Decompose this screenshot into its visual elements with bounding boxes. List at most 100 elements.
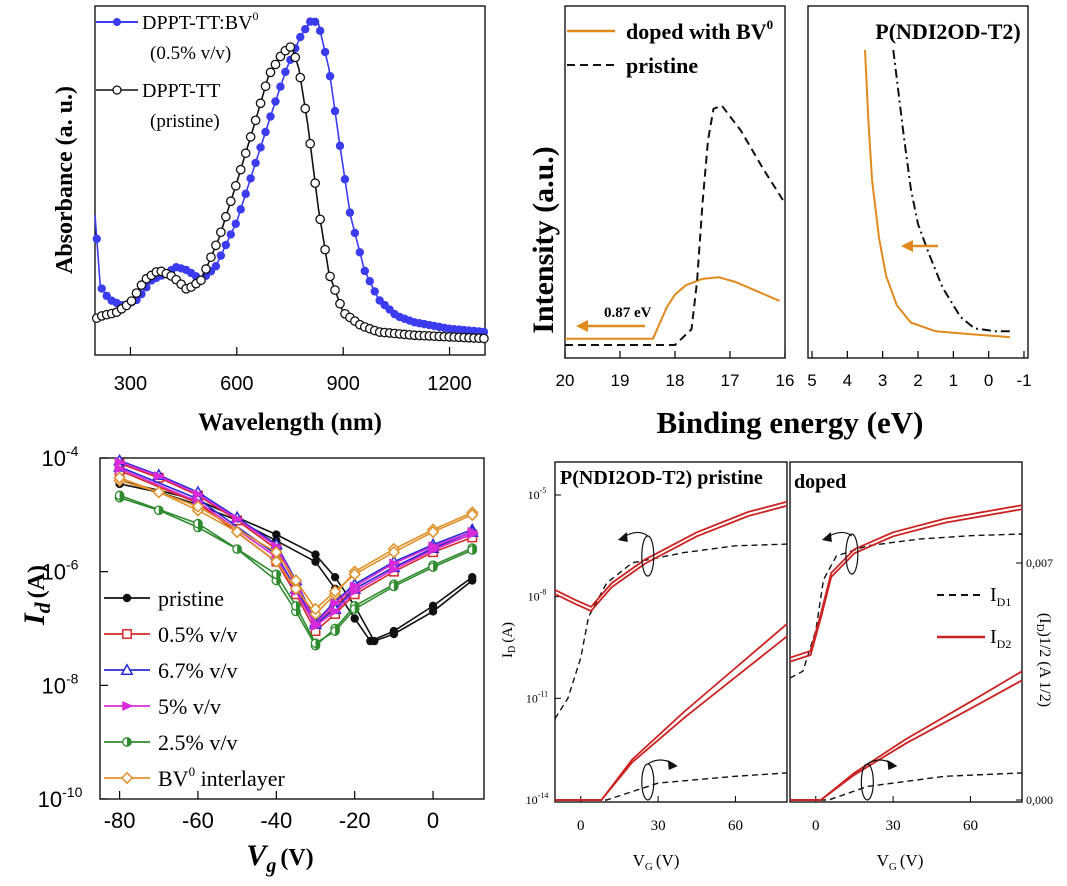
- x-tick-label-1-0: 0: [812, 818, 820, 834]
- id2-sqrt-0: [555, 623, 788, 801]
- series-1-marker: [230, 180, 241, 191]
- series-3-bpoint-5: [310, 621, 322, 632]
- series-absorbance: [91, 17, 489, 344]
- plot-frame-ups-valence: [807, 5, 1029, 359]
- legend-marker-0: [122, 593, 132, 603]
- series-0-marker: [365, 277, 374, 286]
- series-0-marker: [320, 47, 330, 57]
- y-tick-label-1: 10-6: [42, 557, 79, 585]
- series-0-marker: [246, 174, 255, 183]
- series-1-marker: [310, 178, 321, 188]
- y-left-tick-label-2: 10-11: [526, 689, 548, 705]
- series-back-0: [119, 479, 473, 643]
- axis-indicator-arrowhead-top-1: [821, 532, 832, 542]
- series-0-marker: [479, 327, 489, 337]
- series-0-bpoint-7: [272, 530, 281, 539]
- legend-marker-2: [120, 663, 134, 675]
- series-1-marker: [196, 275, 206, 286]
- id2-sqrt-1: [790, 670, 1023, 801]
- series-3-bpoint-3: [349, 586, 362, 597]
- x-tick-label-0-1: 30: [651, 818, 666, 834]
- series-0-marker: [310, 17, 320, 26]
- legend-marker-pristine: [112, 85, 122, 95]
- id2-log-back-0: [554, 504, 788, 612]
- series-4-bpoint-5-fill: [315, 639, 320, 648]
- series-3-bpoint-9: [114, 463, 127, 474]
- series-0-marker: [226, 230, 235, 239]
- series-3-point-7: [330, 598, 342, 609]
- series-5-bpoint-8: [191, 500, 205, 513]
- series-1-marker: [330, 285, 340, 295]
- series-1-marker: [295, 72, 306, 83]
- legend-marker-3: [122, 701, 134, 711]
- legend-label-4: 2.5% v/v: [158, 730, 237, 755]
- x-tick-label-0-2: 60: [728, 818, 743, 834]
- y-tick-label-2: 10-8: [42, 670, 79, 698]
- axis-indicator-ellipse-top-1: [845, 533, 859, 575]
- series-0-marker: [345, 208, 355, 217]
- x-tick-label-3: 17: [721, 371, 740, 390]
- series-fwd-3: [119, 461, 473, 626]
- series-0-marker: [241, 189, 250, 199]
- series-1-marker: [131, 288, 142, 298]
- panel-ntype-transfer: 10-5 10-8 10-11 10-14 0,007 0,000 0 30 60 0 30 60 P…: [500, 461, 1053, 873]
- legend-transfer: pristine 0.5% v/v 6.7% v/v 5% v/v 2.5% v/v BV…: [104, 586, 286, 791]
- legend-marker-1: [122, 629, 132, 639]
- id1-log-1: [789, 533, 1023, 679]
- id2-log-back-1: [789, 508, 1023, 663]
- x-tick-label-3: 1200: [427, 373, 472, 395]
- series-transfer: [113, 453, 479, 651]
- legend-label-pristine: DPPT-TT: [142, 80, 220, 102]
- x-ticks-ups-valence: 5 4 3 2 1 0 -1: [807, 351, 1032, 390]
- y-left-tick-label-3: 10-14: [526, 791, 549, 807]
- y-right-tick-label-0: 0,007: [1026, 556, 1053, 570]
- series-0-marker: [350, 228, 360, 238]
- series-0-marker: [251, 158, 260, 168]
- series-1-marker: [260, 81, 271, 92]
- series-0-marker: [281, 67, 290, 77]
- legend-label-id2: ID2: [990, 626, 1011, 651]
- id1-sqrt-0: [555, 772, 788, 801]
- series-1-marker: [479, 333, 489, 344]
- series-1-marker: [245, 132, 256, 142]
- series-0-bpoint-6: [311, 550, 320, 559]
- series-4-point-1-fill: [158, 506, 163, 515]
- series-line-1: [565, 104, 786, 346]
- plot-frame-pristine: [554, 461, 788, 803]
- axis-ticks-ntype: 10-5 10-8 10-11 10-14 0,007 0,000 0 30 60 0 30 60: [526, 486, 1053, 834]
- legend-label-doped-line2: (0.5% v/v): [150, 43, 231, 64]
- x-tick-label-2: 18: [666, 371, 685, 390]
- x-tick-label-0: -80: [104, 808, 136, 833]
- id2-sqrt-back-0: [555, 635, 788, 801]
- series-3-point-3: [232, 513, 244, 524]
- series-4-bpoint-1-fill: [433, 562, 438, 572]
- series-1-marker: [225, 196, 236, 207]
- series-3-bpoint-1: [428, 545, 440, 556]
- series-0-marker: [301, 25, 310, 34]
- legend-label-doped-bv: doped with BV0: [626, 17, 773, 44]
- series-1-marker: [211, 240, 221, 251]
- id2-log-0: [554, 500, 788, 608]
- x-tick-label-1-1: 30: [886, 818, 901, 834]
- plot-frame-transfer: [99, 457, 485, 800]
- series-5-point-1: [152, 485, 166, 499]
- x-axis-label-doped: VG (V): [877, 851, 924, 873]
- series-1-marker: [235, 164, 246, 175]
- series-0-marker: [236, 205, 245, 214]
- panel-absorbance: 300 600 900 1200 Wavelength (nm) Absorbance…: [52, 5, 489, 436]
- legend-absorbance: DPPT-TT:BV0 (0.5% v/v) DPPT-TT (pristine…: [96, 9, 259, 132]
- x-tick-label-4: 16: [776, 371, 795, 390]
- series-1-marker: [136, 280, 147, 290]
- x-axis-label-absorbance: Wavelength (nm): [198, 409, 382, 436]
- series-4-bpoint-3-fill: [354, 604, 359, 614]
- series-1-marker: [216, 227, 226, 238]
- x-axis-label-pristine: VG (V): [633, 851, 680, 873]
- y-axis-label-absorbance: Absorbance (a. u.): [52, 86, 78, 274]
- shift-arrow-head: [576, 320, 588, 332]
- series-1-marker: [270, 59, 281, 70]
- y-axis-label-id: Id(A): [18, 565, 55, 626]
- series-4-bpoint-4-fill: [335, 626, 340, 636]
- axis-indicator-arrowhead-top-0: [617, 532, 628, 542]
- series-4-bpoint-0-fill: [472, 545, 477, 555]
- legend-label-1: 0.5% v/v: [158, 622, 237, 647]
